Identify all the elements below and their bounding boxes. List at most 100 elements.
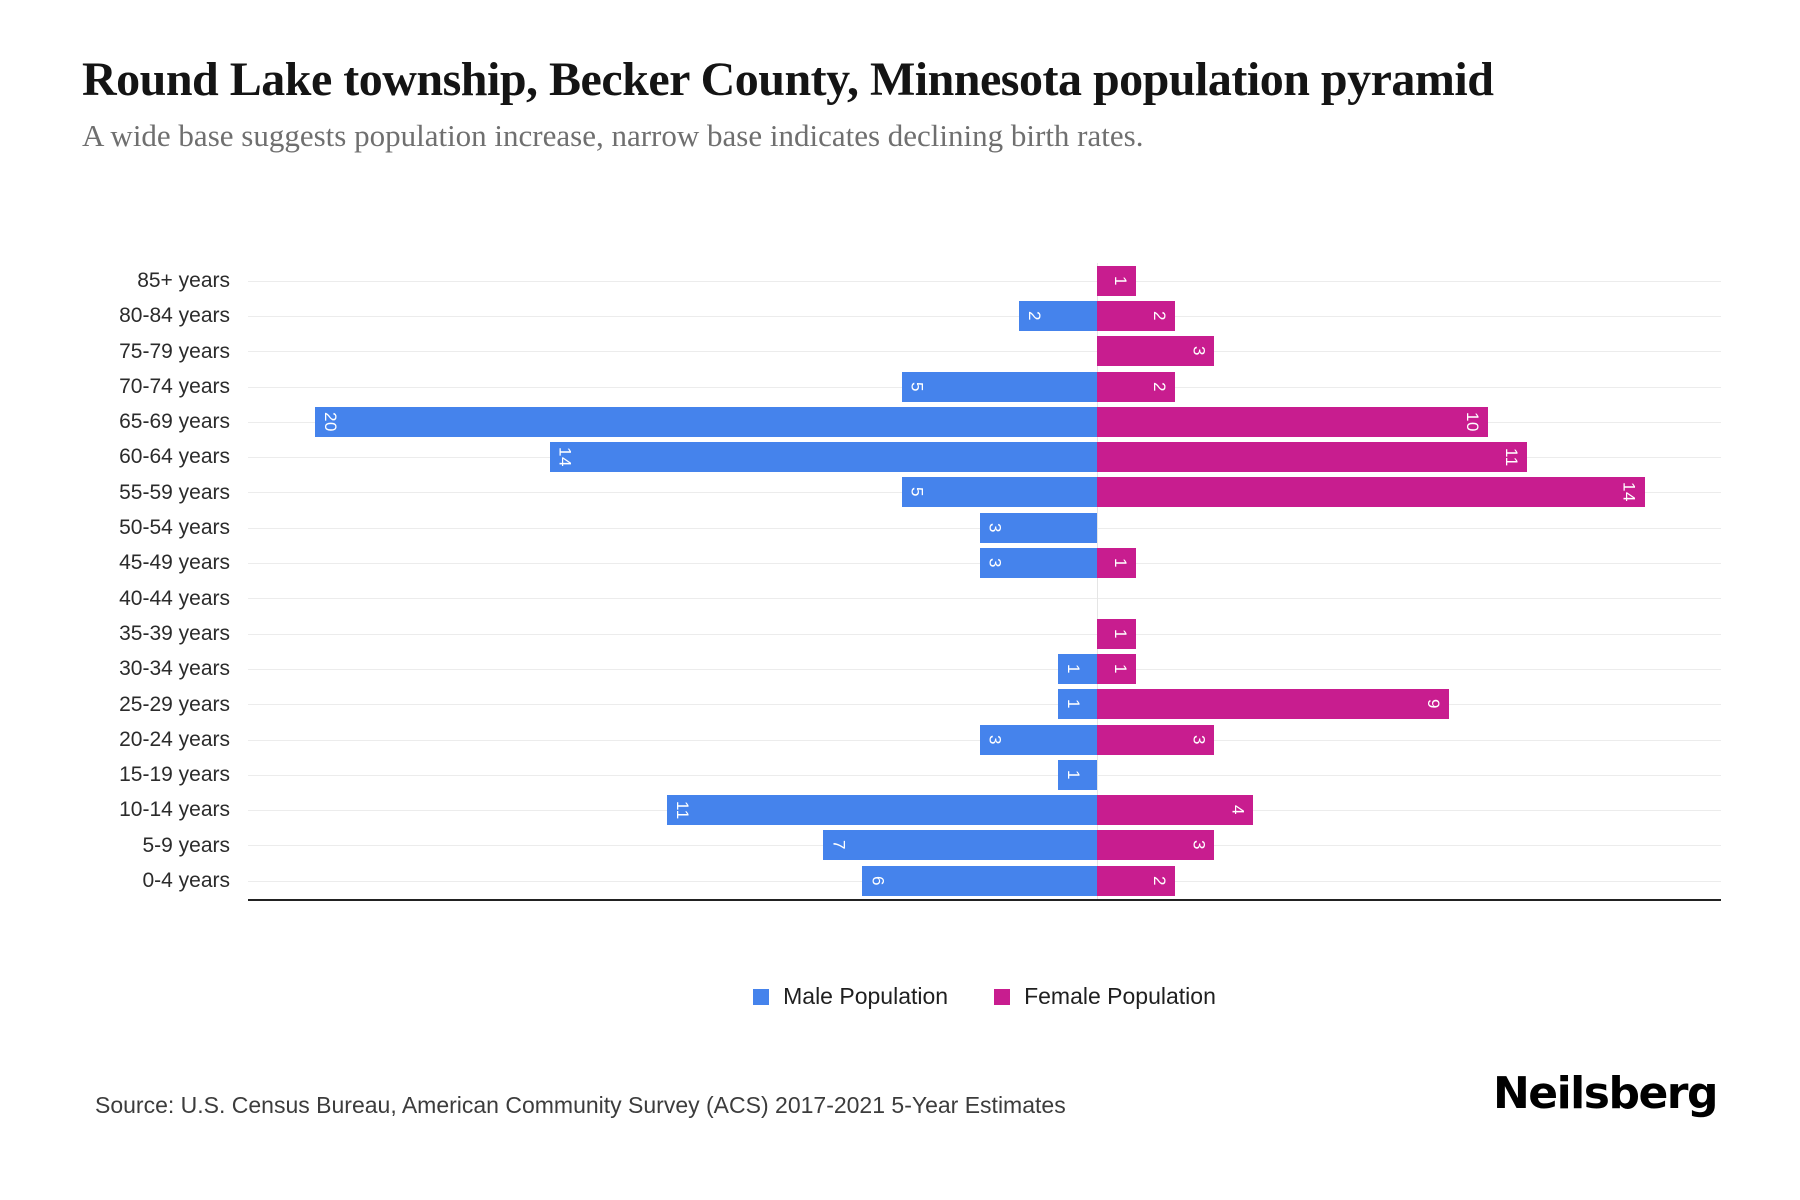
male-bar[interactable]: 20 xyxy=(314,406,1098,437)
female-bar[interactable]: 1 xyxy=(1097,618,1137,649)
female-bar-value: 3 xyxy=(1189,734,1209,745)
age-group-label: 80-84 years xyxy=(119,304,230,328)
age-group-label: 20-24 years xyxy=(119,727,230,751)
male-legend-swatch-icon xyxy=(753,988,770,1005)
age-group-label: 10-14 years xyxy=(119,798,230,822)
row-plot-area: 3 xyxy=(248,334,1721,369)
legend-male-label: Male Population xyxy=(783,983,949,1009)
age-group-label: 15-19 years xyxy=(119,763,230,787)
source-text: Source: U.S. Census Bureau, American Com… xyxy=(95,1092,1066,1118)
row-plot-area: 14 11 xyxy=(248,439,1721,474)
female-bar[interactable]: 2 xyxy=(1097,371,1176,402)
chart-row: 0-4 years 6 2 xyxy=(95,863,1721,898)
male-bar-value: 3 xyxy=(985,734,1005,745)
legend-item-female: Female Population xyxy=(994,983,1216,1010)
age-group-label: 35-39 years xyxy=(119,621,230,645)
chart-row: 70-74 years 5 2 xyxy=(95,369,1721,404)
male-bar[interactable]: 3 xyxy=(979,548,1098,579)
female-bar-value: 1 xyxy=(1111,628,1131,639)
female-bar[interactable]: 14 xyxy=(1097,477,1645,508)
gridline xyxy=(248,351,1721,353)
gridline xyxy=(248,774,1721,776)
female-bar[interactable]: 10 xyxy=(1097,406,1489,437)
age-group-label: 65-69 years xyxy=(119,410,230,434)
female-bar[interactable]: 1 xyxy=(1097,265,1137,296)
age-group-label: 55-59 years xyxy=(119,480,230,504)
gridline xyxy=(248,704,1721,706)
chart-row: 85+ years 1 xyxy=(95,263,1721,298)
row-plot-area: 1 xyxy=(248,757,1721,792)
male-bar[interactable]: 1 xyxy=(1057,759,1098,790)
gridline xyxy=(248,633,1721,635)
male-bar-value: 6 xyxy=(868,875,888,886)
male-bar-value: 1 xyxy=(1063,769,1083,780)
legend-female-label: Female Population xyxy=(1024,983,1216,1009)
gridline xyxy=(248,598,1721,600)
male-bar[interactable]: 6 xyxy=(862,865,1098,896)
female-bar[interactable]: 1 xyxy=(1097,653,1137,684)
male-bar[interactable]: 1 xyxy=(1057,653,1098,684)
male-bar[interactable]: 1 xyxy=(1057,689,1098,720)
male-bar-value: 3 xyxy=(985,522,1005,533)
male-bar-value: 7 xyxy=(829,840,849,851)
x-axis-line xyxy=(248,899,1721,901)
female-bar-value: 10 xyxy=(1463,411,1483,432)
male-bar[interactable]: 3 xyxy=(979,724,1098,755)
row-plot-area: 1 xyxy=(248,616,1721,651)
male-bar[interactable]: 11 xyxy=(666,795,1098,826)
chart-title: Round Lake township, Becker County, Minn… xyxy=(82,53,1494,106)
chart-row: 35-39 years 1 xyxy=(95,616,1721,651)
male-bar[interactable]: 5 xyxy=(901,477,1098,508)
female-bar-value: 3 xyxy=(1189,840,1209,851)
age-group-label: 5-9 years xyxy=(142,833,230,857)
chart-row: 5-9 years 7 3 xyxy=(95,828,1721,863)
chart-subtitle: A wide base suggests population increase… xyxy=(82,118,1144,153)
age-group-label: 45-49 years xyxy=(119,551,230,575)
female-bar[interactable]: 1 xyxy=(1097,548,1137,579)
female-bar[interactable]: 3 xyxy=(1097,830,1215,861)
female-bar-value: 4 xyxy=(1228,805,1248,816)
zero-axis-line xyxy=(1097,263,1098,899)
male-bar-value: 3 xyxy=(985,558,1005,568)
chart-rows: 85+ years 1 80-84 years 2 2 75-79 years 3 70-74… xyxy=(95,263,1721,898)
female-bar-value: 1 xyxy=(1111,558,1131,568)
chart-row: 30-34 years 1 1 xyxy=(95,651,1721,686)
female-bar-value: 2 xyxy=(1150,310,1170,321)
female-bar[interactable]: 3 xyxy=(1097,724,1215,755)
female-bar[interactable]: 3 xyxy=(1097,336,1215,367)
female-bar[interactable]: 2 xyxy=(1097,865,1176,896)
female-bar-value: 14 xyxy=(1619,482,1639,503)
male-bar[interactable]: 7 xyxy=(823,830,1098,861)
female-legend-swatch-icon xyxy=(994,988,1011,1005)
male-bar-value: 5 xyxy=(907,487,927,498)
brand-logo: Neilsberg xyxy=(1492,1068,1719,1119)
female-bar[interactable]: 9 xyxy=(1097,689,1449,720)
female-bar-value: 11 xyxy=(1502,447,1522,467)
age-group-label: 0-4 years xyxy=(142,869,230,893)
male-bar[interactable]: 5 xyxy=(901,371,1098,402)
chart-row: 60-64 years 14 11 xyxy=(95,439,1721,474)
age-group-label: 50-54 years xyxy=(119,516,230,540)
male-bar-value: 1 xyxy=(1063,699,1083,710)
male-bar[interactable]: 14 xyxy=(549,442,1098,473)
male-bar[interactable]: 3 xyxy=(979,512,1098,543)
female-bar[interactable]: 4 xyxy=(1097,795,1254,826)
male-bar-value: 20 xyxy=(320,411,340,432)
female-bar[interactable]: 2 xyxy=(1097,300,1176,331)
female-bar[interactable]: 11 xyxy=(1097,442,1528,473)
gridline xyxy=(248,668,1721,670)
male-bar-value: 2 xyxy=(1024,310,1044,321)
row-plot-area: 11 4 xyxy=(248,792,1721,827)
male-bar[interactable]: 2 xyxy=(1018,300,1098,331)
gridline xyxy=(248,280,1721,282)
chart-row: 20-24 years 3 3 xyxy=(95,722,1721,757)
age-group-label: 75-79 years xyxy=(119,339,230,363)
chart-row: 45-49 years 3 1 xyxy=(95,545,1721,580)
row-plot-area: 5 14 xyxy=(248,475,1721,510)
chart-row: 40-44 years xyxy=(95,581,1721,616)
